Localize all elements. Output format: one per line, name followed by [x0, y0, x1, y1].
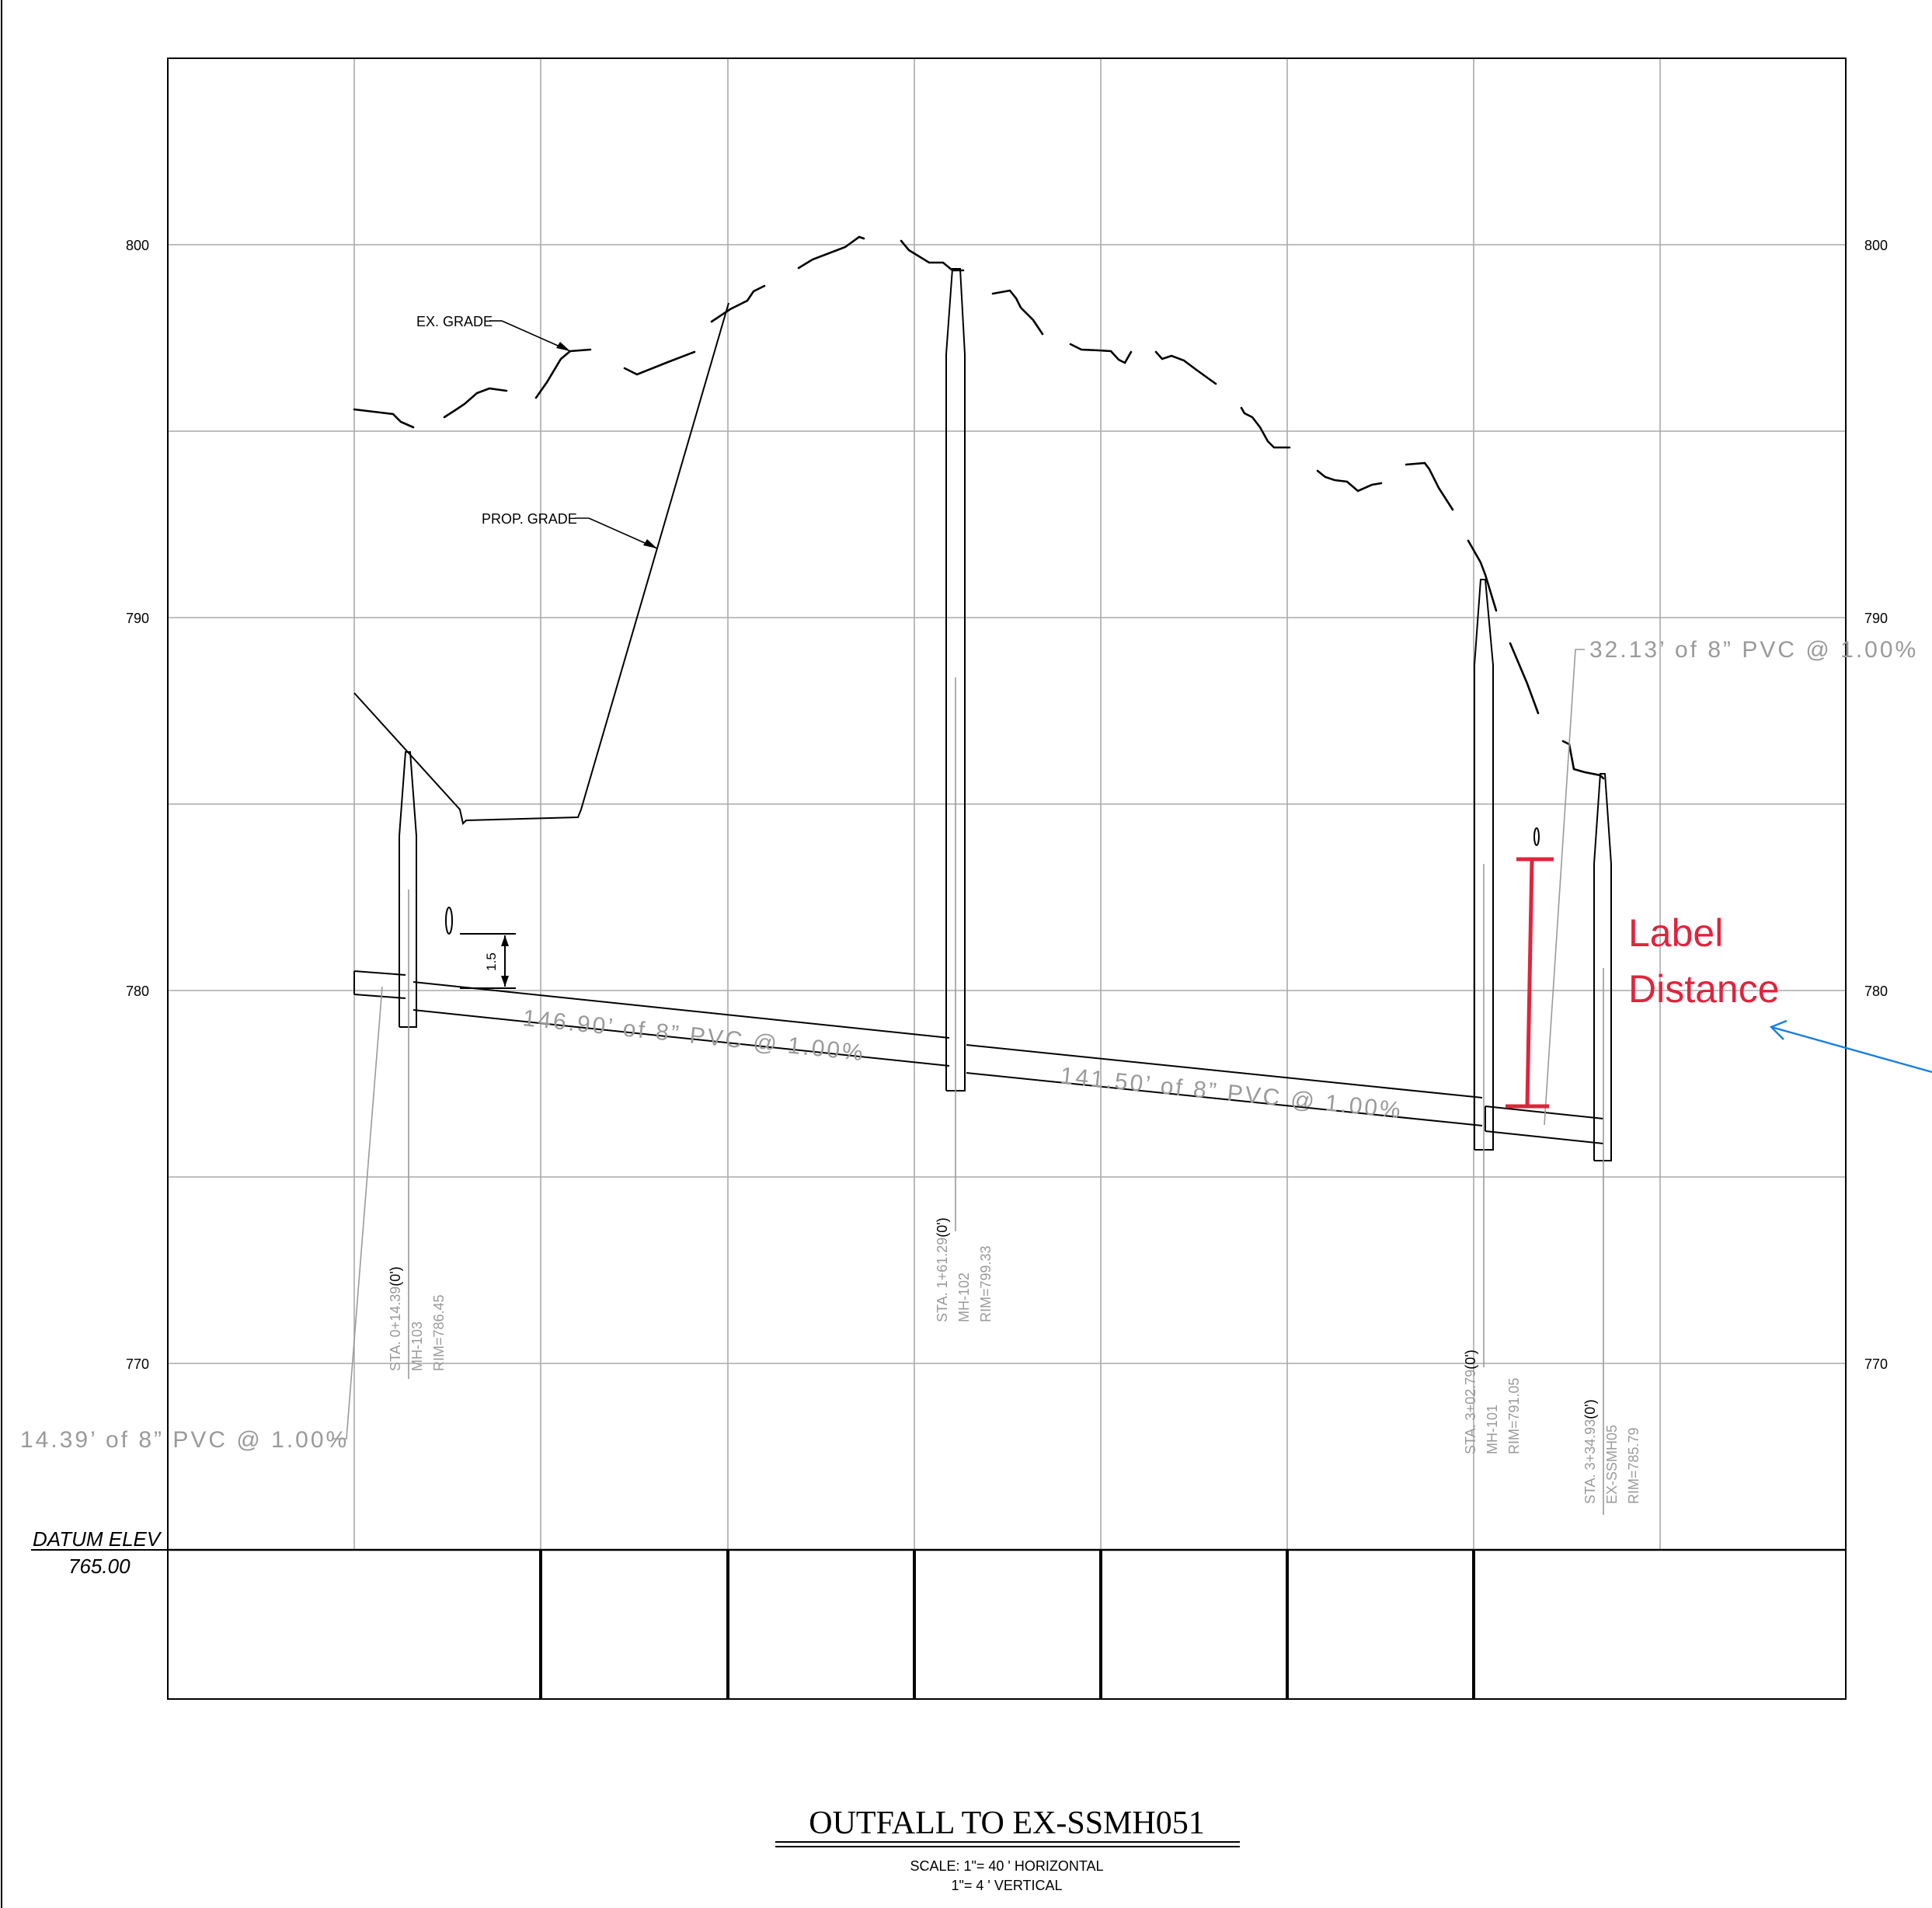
elevation-label-780-left: 780: [126, 984, 149, 999]
pipe-label-1: 14.39’ of 8” PVC @ 1.00%: [20, 1427, 349, 1453]
invert-marker-1: [445, 907, 453, 935]
pipe-segments: [353, 970, 1604, 1144]
label-distance-annotation: Label Distance: [1628, 911, 1780, 1011]
station-label-mh-101: STA. 3+02.79(0') MH-101 RIM=791.05: [1463, 1349, 1522, 1454]
manhole-name: EX-SSMH05: [1604, 1425, 1620, 1504]
elevation-label-770-right: 770: [1864, 1356, 1888, 1372]
manhole-mh-101: [1474, 579, 1494, 1151]
elevation-label-790-right: 790: [1864, 611, 1888, 626]
scale-horizontal: SCALE: 1"= 40 ' HORIZONTAL: [910, 1858, 1103, 1874]
manhole-name: MH-102: [956, 1273, 972, 1322]
manhole-structures: [399, 268, 1612, 1161]
scale-vertical: 1"= 4 ' VERTICAL: [951, 1878, 1062, 1893]
proposed-grade-line: [353, 302, 729, 825]
pipe-label-4: 32.13’ of 8” PVC @ 1.00%: [1589, 637, 1918, 663]
dimension-1-5: [445, 827, 1540, 989]
elevation-label-770-left: 770: [126, 1356, 149, 1372]
rim-elevation: RIM=786.45: [431, 1294, 447, 1371]
station-label-ex-ssmh05: STA. 3+34.93(0') EX-SSMH05 RIM=785.79: [1582, 1399, 1641, 1504]
datum-label: DATUM ELEV: [33, 1527, 162, 1551]
elevation-label-800-right: 800: [1864, 238, 1888, 253]
station-text: STA. 0+14.39(0'): [388, 1266, 403, 1371]
station-leaders: [408, 677, 1604, 1515]
station-text: STA. 1+61.29(0'): [935, 1217, 950, 1322]
station-label-mh-103: STA. 0+14.39(0') MH-103 RIM=786.45: [388, 1266, 447, 1371]
pipe-label-2: 146.90’ of 8” PVC @ 1.00%: [521, 1005, 866, 1066]
datum-block: DATUM ELEV 765.00: [31, 1527, 168, 1578]
rim-elevation: RIM=791.05: [1506, 1377, 1522, 1454]
elevation-label-790-left: 790: [126, 611, 149, 626]
rim-elevation: RIM=799.33: [978, 1245, 994, 1322]
label-distance-marker: [1506, 857, 1554, 1109]
rim-elevation: RIM=785.79: [1626, 1427, 1641, 1504]
manhole-name: MH-103: [409, 1321, 425, 1371]
manhole-mh-103: [399, 751, 417, 1028]
existing-grade-line: [353, 235, 1605, 780]
profile-grid: [168, 58, 1846, 1550]
station-text: STA. 3+02.79(0'): [1463, 1349, 1478, 1454]
dimension-label: 1.5: [484, 952, 499, 971]
annotation-line-2: Distance: [1628, 967, 1780, 1011]
datum-value: 765.00: [68, 1555, 131, 1578]
profile-frame: [167, 57, 1847, 1700]
grade-labels: EX. GRADE PROP. GRADE: [416, 314, 658, 549]
station-label-mh-102: STA. 1+61.29(0') MH-102 RIM=799.33: [935, 1217, 994, 1322]
annotation-line-1: Label: [1628, 911, 1723, 955]
annotation-arrow: [1769, 1019, 1932, 1074]
manhole-mh-102: [945, 268, 966, 1092]
manhole-ex-ssmh05: [1593, 773, 1612, 1161]
invert-marker-2: [1533, 827, 1540, 846]
profile-title: OUTFALL TO EX-SSMH051: [809, 1805, 1204, 1841]
proposed-grade-label: PROP. GRADE: [482, 511, 577, 527]
elevation-labels: 800 790 780 770 800 790 780 770: [126, 238, 1888, 1372]
elevation-label-800-left: 800: [126, 238, 149, 253]
existing-grade-label: EX. GRADE: [416, 314, 493, 329]
manhole-name: MH-101: [1485, 1405, 1500, 1454]
title-block: OUTFALL TO EX-SSMH051 SCALE: 1"= 40 ' HO…: [775, 1805, 1240, 1893]
station-text: STA. 3+34.93(0'): [1582, 1399, 1598, 1504]
elevation-label-780-right: 780: [1864, 984, 1888, 999]
